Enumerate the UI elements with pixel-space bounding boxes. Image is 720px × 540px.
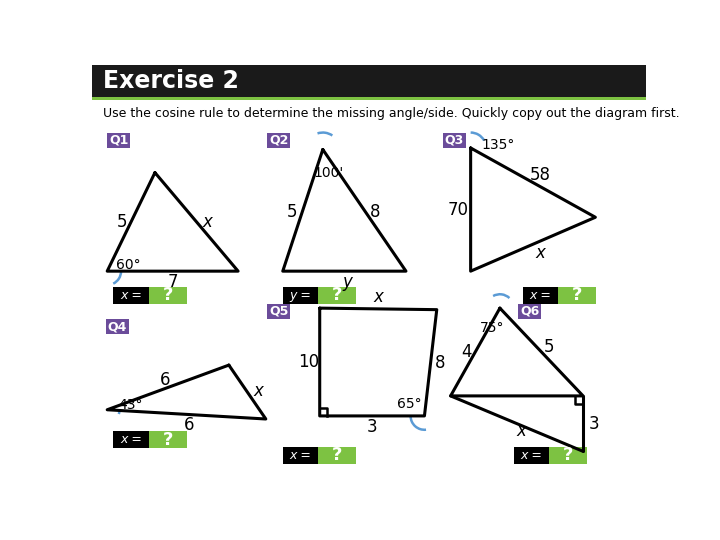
Text: 5: 5	[117, 213, 127, 231]
Text: x =: x =	[530, 288, 552, 301]
Text: 4: 4	[461, 343, 472, 361]
Bar	[92, 97, 647, 100]
Bar	[106, 319, 129, 334]
Bar	[107, 132, 130, 148]
Text: 7: 7	[167, 273, 178, 291]
Text: 58: 58	[530, 166, 552, 184]
Text: x: x	[516, 422, 526, 440]
Text: Use the cosine rule to determine the missing angle/side. Quickly copy out the di: Use the cosine rule to determine the mis…	[102, 107, 679, 120]
Text: 75°: 75°	[480, 321, 505, 335]
Text: 65°: 65°	[397, 396, 421, 410]
Bar	[113, 287, 149, 303]
Text: y: y	[343, 273, 352, 291]
Text: Q6: Q6	[521, 305, 539, 318]
Text: 135°: 135°	[482, 138, 515, 152]
Text: ?: ?	[163, 431, 173, 449]
Text: Q2: Q2	[269, 134, 289, 147]
Text: Q1: Q1	[109, 134, 128, 147]
Bar	[559, 287, 596, 303]
Text: Q5: Q5	[269, 305, 289, 318]
Bar	[518, 303, 541, 319]
Text: 3: 3	[366, 418, 377, 436]
Text: x: x	[202, 213, 212, 231]
Text: ?: ?	[332, 446, 342, 464]
Text: 8: 8	[435, 354, 445, 372]
Text: x =: x =	[120, 288, 142, 301]
Bar	[549, 447, 587, 464]
Text: x: x	[253, 381, 263, 400]
Text: Q3: Q3	[445, 134, 464, 147]
Text: 60°: 60°	[117, 258, 141, 272]
Bar	[267, 132, 290, 148]
Text: y =: y =	[289, 288, 312, 301]
Text: x =: x =	[521, 449, 542, 462]
Text: x =: x =	[120, 433, 142, 446]
Text: 6: 6	[184, 416, 195, 434]
Text: ?: ?	[563, 446, 573, 464]
Bar	[514, 447, 549, 464]
Text: ?: ?	[332, 286, 342, 304]
Bar	[149, 287, 186, 303]
Text: 3: 3	[588, 415, 599, 433]
Bar	[283, 287, 318, 303]
Bar	[318, 447, 356, 464]
Text: ?: ?	[572, 286, 582, 304]
Text: 70: 70	[448, 200, 469, 219]
Bar	[92, 65, 647, 97]
Text: 100': 100'	[314, 166, 344, 180]
Text: 43°: 43°	[118, 398, 143, 412]
Bar	[149, 431, 186, 448]
Text: x: x	[536, 245, 546, 262]
Text: 10: 10	[298, 353, 320, 371]
Bar	[318, 287, 356, 303]
Bar	[113, 431, 149, 448]
Text: Q4: Q4	[107, 320, 127, 333]
Text: 8: 8	[370, 203, 380, 221]
Bar	[283, 447, 318, 464]
Text: Exercise 2: Exercise 2	[102, 69, 238, 93]
Bar	[267, 303, 290, 319]
Text: x: x	[373, 288, 383, 306]
Bar	[523, 287, 559, 303]
Text: x =: x =	[289, 449, 312, 462]
Text: 6: 6	[160, 371, 170, 389]
Text: 5: 5	[287, 203, 297, 221]
Text: 5: 5	[544, 339, 554, 356]
Text: ?: ?	[163, 286, 173, 304]
Bar	[443, 132, 466, 148]
